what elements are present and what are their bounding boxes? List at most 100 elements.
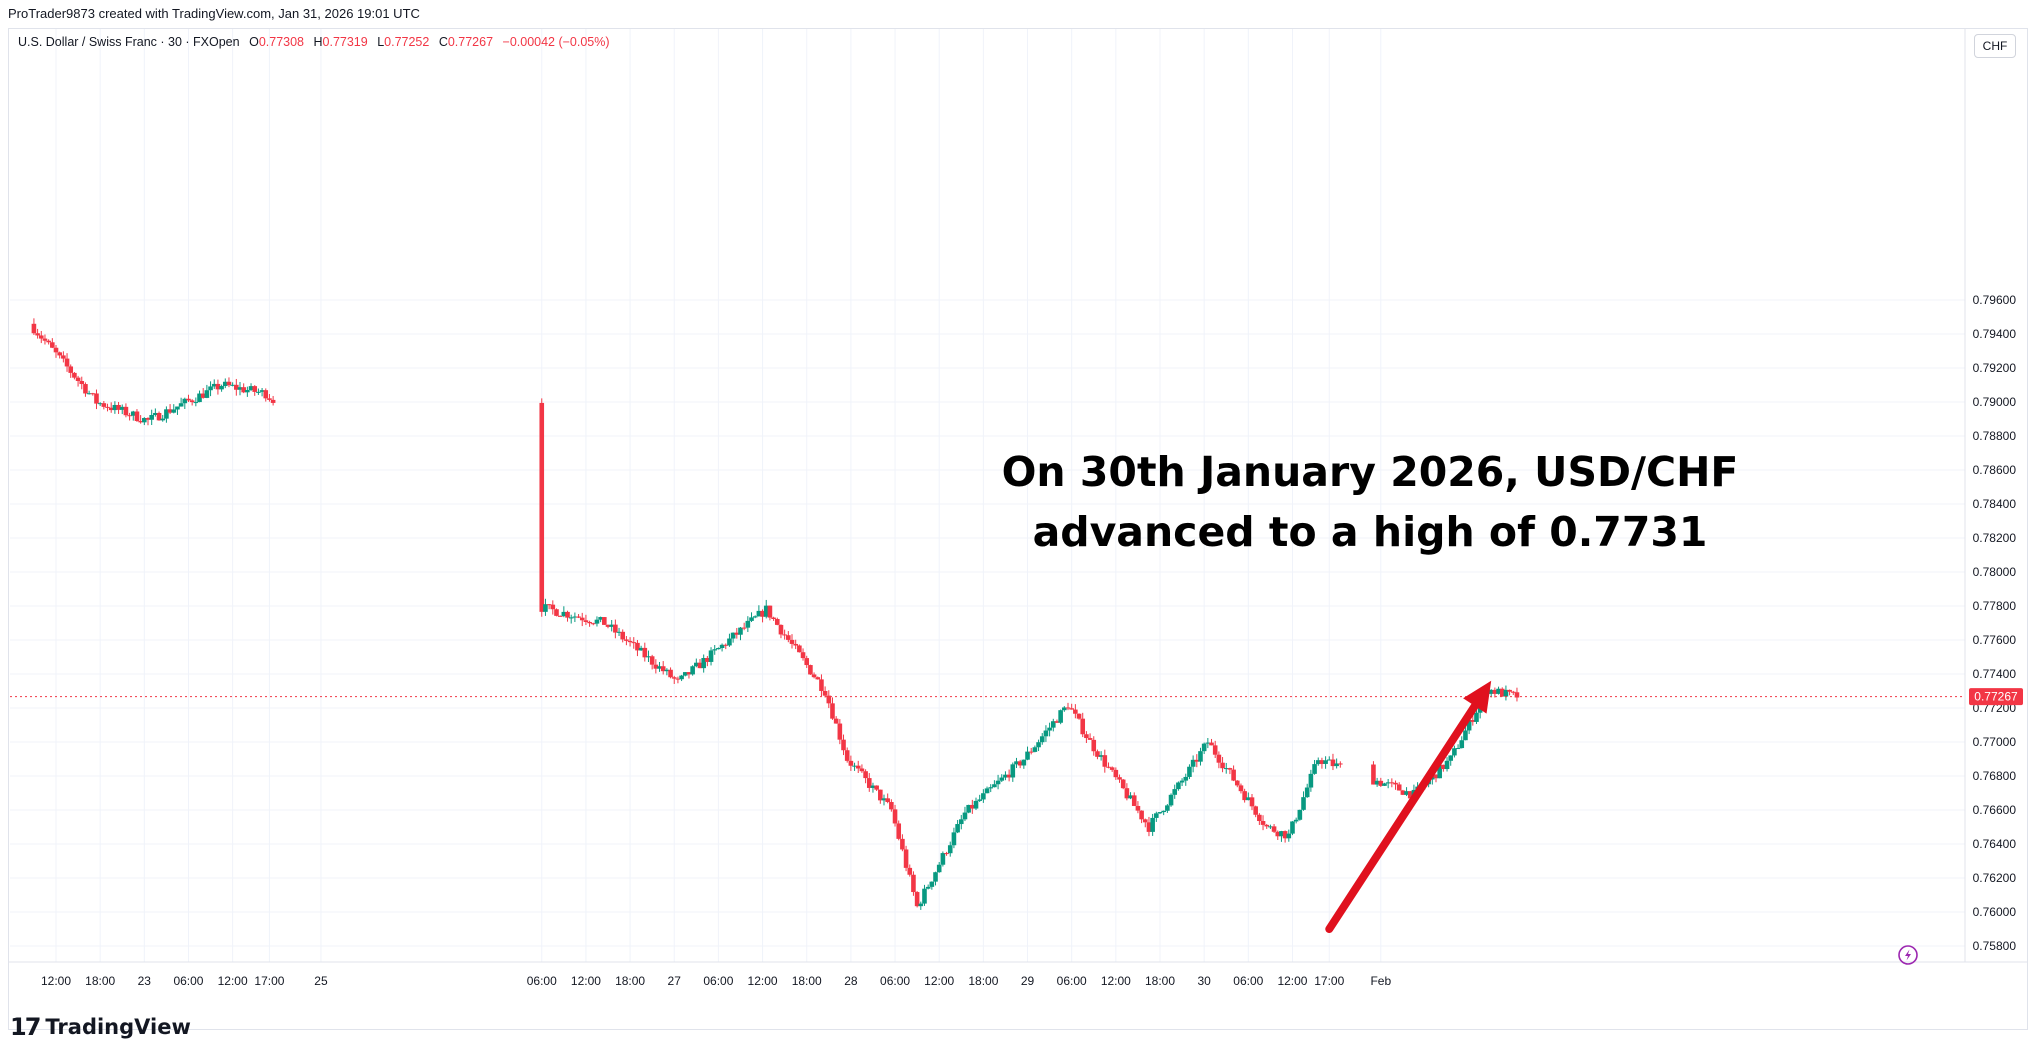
x-tick-label: 18:00 xyxy=(85,974,115,988)
candle-body xyxy=(1021,759,1027,766)
candle-body xyxy=(1205,742,1211,744)
candle-body xyxy=(1106,766,1111,768)
candle-body xyxy=(1150,817,1155,832)
candle-body xyxy=(598,617,603,620)
candle-body xyxy=(105,406,110,408)
candle-body xyxy=(778,624,784,635)
candle-body xyxy=(1183,776,1189,781)
candle-body xyxy=(1006,774,1012,778)
candle-body xyxy=(1109,767,1115,770)
candle-body xyxy=(550,604,556,610)
candle-body xyxy=(222,381,228,387)
candle-body xyxy=(1382,783,1387,786)
y-tick-label: 0.77000 xyxy=(1973,735,2017,749)
candle-body xyxy=(1227,768,1233,770)
candle-body xyxy=(130,411,136,416)
candle-body xyxy=(583,620,589,622)
candle-body xyxy=(911,874,916,893)
trend-arrow xyxy=(1325,680,1492,933)
candle-body xyxy=(627,640,633,643)
candle-body xyxy=(204,390,210,398)
trend-arrow-head xyxy=(1463,680,1492,714)
candle-body xyxy=(977,799,982,801)
candle-body xyxy=(697,662,703,669)
x-tick-label: 23 xyxy=(138,974,152,988)
candle-body xyxy=(1135,805,1141,811)
candle-body xyxy=(1268,826,1273,828)
candle-body xyxy=(568,617,574,619)
high-value: 0.77319 xyxy=(322,35,368,49)
x-tick-label: 12:00 xyxy=(218,974,248,988)
brand-name: TradingView xyxy=(45,1015,191,1039)
candle-body xyxy=(903,849,909,868)
candle-body xyxy=(981,793,986,800)
candle-body xyxy=(230,384,235,386)
x-tick-label: 18:00 xyxy=(968,974,998,988)
candle-body xyxy=(259,390,265,392)
candle-body xyxy=(256,391,261,393)
candle-body xyxy=(1168,794,1174,806)
candle-body xyxy=(1242,791,1247,801)
candle-body xyxy=(1084,734,1089,739)
candle-body xyxy=(966,804,971,813)
y-tick-label: 0.78000 xyxy=(1973,565,2017,579)
y-tick-label: 0.76600 xyxy=(1973,803,2017,817)
flash-icon xyxy=(1898,945,1918,965)
x-tick-label: 12:00 xyxy=(1277,974,1307,988)
candle-body xyxy=(252,386,258,392)
y-tick-label: 0.79600 xyxy=(1973,293,2017,307)
candle-body xyxy=(1326,759,1332,761)
candle-body xyxy=(1050,721,1056,728)
candle-body xyxy=(112,404,118,411)
y-tick-label: 0.78600 xyxy=(1973,463,2017,477)
candle-body xyxy=(75,377,81,382)
x-tick-label: 17:00 xyxy=(254,974,284,988)
candle-body xyxy=(719,644,725,649)
high-label: H xyxy=(313,35,323,49)
candle-body xyxy=(1223,768,1229,770)
candle-body xyxy=(745,620,751,628)
candle-body xyxy=(1496,688,1501,694)
candle-body xyxy=(1404,791,1409,795)
x-tick-label: 25 xyxy=(314,974,328,988)
candle-body xyxy=(267,398,272,400)
candle-body xyxy=(1047,727,1052,731)
candle-body xyxy=(933,872,938,882)
candle-body xyxy=(197,393,202,403)
candle-body xyxy=(543,604,548,612)
candle-body xyxy=(226,381,232,386)
open-label: O xyxy=(249,35,259,49)
candle-body xyxy=(855,765,861,769)
candle-body xyxy=(664,669,670,672)
currency-button[interactable]: CHF xyxy=(1974,34,2016,58)
candle-body xyxy=(752,616,758,618)
candle-body xyxy=(1374,780,1380,785)
candle-body xyxy=(557,615,563,617)
candle-body xyxy=(793,643,798,646)
y-tick-label: 0.76400 xyxy=(1973,837,2017,851)
x-tick-label: 12:00 xyxy=(748,974,778,988)
candle-body xyxy=(1028,751,1034,753)
candle-body xyxy=(1080,718,1086,735)
candle-body xyxy=(705,657,710,662)
candle-body xyxy=(138,421,143,423)
candle-body xyxy=(1466,719,1472,731)
candle-body xyxy=(1179,780,1185,783)
candle-body xyxy=(694,662,699,667)
candle-body xyxy=(624,639,629,641)
candle-body xyxy=(1279,831,1284,837)
trend-arrow-shaft xyxy=(1325,701,1479,933)
candle-body xyxy=(215,383,221,390)
y-tick-label: 0.76000 xyxy=(1973,905,2017,919)
candle-body xyxy=(1073,709,1078,714)
candle-body xyxy=(241,387,246,393)
candle-body xyxy=(1043,730,1049,737)
symbol-name: U.S. Dollar / Swiss Franc · 30 · FXOpen xyxy=(18,35,240,49)
candle-body xyxy=(153,412,158,415)
candle-body xyxy=(800,652,806,659)
candle-body xyxy=(797,645,802,653)
tradingview-brand[interactable]: 17 TradingView xyxy=(10,1013,191,1041)
candle-body xyxy=(679,675,684,680)
open-value: 0.77308 xyxy=(258,35,304,49)
